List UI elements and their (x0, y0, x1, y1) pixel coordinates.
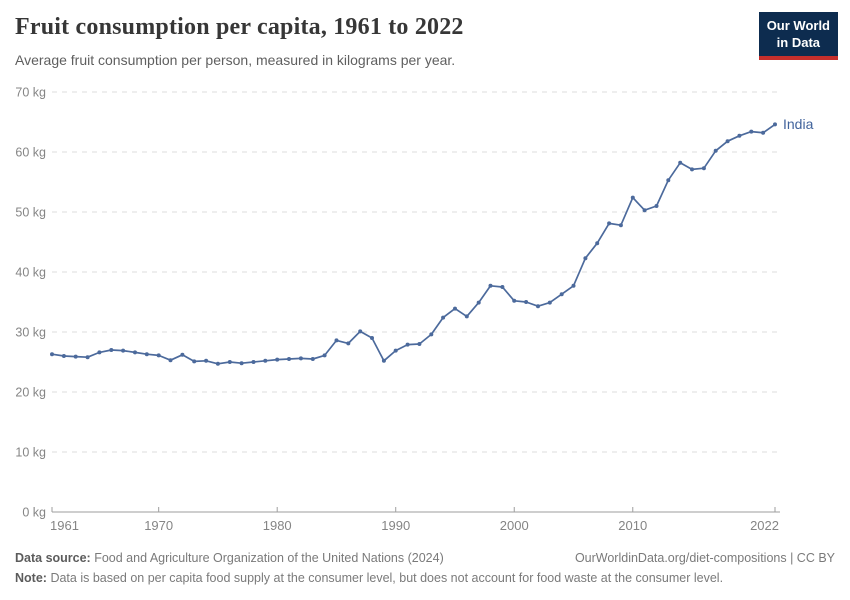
data-point[interactable] (85, 355, 90, 360)
logo-red-bar (758, 56, 838, 61)
data-point[interactable] (73, 354, 78, 359)
data-point[interactable] (310, 357, 315, 361)
data-point[interactable] (536, 304, 540, 309)
data-point[interactable] (547, 300, 552, 305)
x-axis-tick-label: 2022 (750, 518, 779, 533)
data-point[interactable] (239, 361, 244, 366)
data-point[interactable] (512, 298, 517, 303)
logo-text-line2: in Data (776, 34, 821, 50)
data-point[interactable] (654, 204, 659, 208)
logo-text-line1: Our World (766, 18, 830, 33)
data-point[interactable] (275, 357, 280, 362)
data-point[interactable] (642, 208, 647, 213)
data-point[interactable] (168, 358, 173, 363)
owid-url-link[interactable]: OurWorldinData.org/diet-compositions | C… (574, 551, 835, 566)
data-point[interactable] (690, 167, 694, 172)
note-text: Data is based on per capita food supply … (50, 570, 724, 585)
data-line (51, 123, 776, 365)
data-point[interactable] (381, 358, 386, 363)
source-text: Food and Agriculture Organization of the… (94, 551, 444, 566)
data-point[interactable] (263, 358, 268, 363)
data-point[interactable] (109, 348, 114, 352)
data-point[interactable] (500, 285, 505, 289)
data-point[interactable] (773, 122, 777, 127)
data-point[interactable] (251, 360, 256, 364)
footer-source-row: Data source: Food and Agriculture Organi… (15, 549, 835, 568)
page-title: Fruit consumption per capita, 1961 to 20… (15, 14, 464, 40)
data-point[interactable] (204, 358, 209, 363)
data-point[interactable] (678, 160, 683, 165)
note-label: Note: (15, 570, 47, 585)
data-point[interactable] (370, 336, 374, 340)
owid-logo[interactable]: Our World in Data (758, 12, 838, 61)
data-point[interactable] (701, 166, 706, 171)
data-point[interactable] (133, 350, 137, 355)
data-point[interactable] (417, 342, 422, 346)
y-axis-tick-label: 70 kg (15, 86, 46, 100)
data-point[interactable] (322, 353, 327, 358)
y-axis-tick-label: 0 kg (22, 506, 46, 520)
data-point[interactable] (749, 129, 754, 134)
data-point[interactable] (559, 292, 564, 297)
data-point[interactable] (737, 133, 742, 138)
y-axis-tick-label: 30 kg (15, 326, 46, 340)
footer-source: Data source: Food and Agriculture Organi… (15, 549, 444, 568)
x-axis-tick-label: 2010 (618, 518, 647, 533)
data-point[interactable] (346, 341, 351, 346)
data-point[interactable] (97, 350, 102, 355)
y-axis-tick-label: 40 kg (15, 266, 46, 280)
x-axis-tick-label: 1980 (263, 518, 292, 533)
x-axis-tick-label: 1961 (50, 518, 79, 533)
y-axis-tick-label: 10 kg (15, 446, 46, 460)
x-axis-tick-label: 2000 (500, 518, 529, 533)
data-point[interactable] (725, 139, 730, 144)
x-axis-tick-label: 1970 (144, 518, 173, 533)
data-point[interactable] (358, 329, 363, 334)
data-point[interactable] (453, 306, 457, 311)
data-point[interactable] (595, 241, 600, 246)
data-point[interactable] (227, 360, 232, 364)
y-axis-tick-label: 20 kg (15, 386, 46, 400)
data-point[interactable] (476, 300, 481, 305)
data-point[interactable] (583, 256, 588, 261)
x-axis-tick-label: 1990 (381, 518, 410, 533)
data-point[interactable] (156, 353, 161, 358)
line-chart: 0 kg 10 kg 20 kg 30 kg 40 kg 50 kg 60 kg 70 kg 1… (15, 86, 814, 534)
data-point[interactable] (121, 348, 126, 353)
data-point[interactable] (192, 359, 197, 364)
data-point[interactable] (761, 130, 766, 135)
data-point[interactable] (666, 178, 671, 183)
data-point[interactable] (630, 195, 635, 200)
data-point[interactable] (429, 332, 434, 337)
data-point[interactable] (464, 314, 469, 319)
footer-note-row: Note: Data is based on per capita food s… (15, 569, 835, 588)
series-end-label[interactable]: India (783, 116, 814, 132)
source-label: Data source: (15, 551, 91, 566)
data-point[interactable] (618, 223, 623, 228)
data-point[interactable] (215, 361, 220, 366)
data-point[interactable] (405, 342, 410, 347)
data-point[interactable] (298, 356, 303, 361)
data-point[interactable] (607, 221, 612, 226)
data-point[interactable] (713, 148, 718, 153)
chart-footer: Data source: Food and Agriculture Organi… (15, 549, 835, 588)
data-point[interactable] (180, 352, 185, 357)
y-axis-tick-label: 60 kg (15, 146, 46, 160)
y-axis-tick-label: 50 kg (15, 206, 46, 220)
data-point[interactable] (50, 352, 54, 357)
data-point[interactable] (441, 315, 446, 320)
data-point[interactable] (524, 300, 529, 304)
data-point[interactable] (571, 283, 576, 288)
data-point[interactable] (61, 354, 66, 358)
data-point[interactable] (334, 338, 339, 343)
chart-subtitle: Average fruit consumption per person, me… (15, 52, 456, 68)
data-point[interactable] (488, 283, 493, 288)
data-point[interactable] (144, 352, 149, 357)
data-point[interactable] (287, 357, 291, 361)
data-point[interactable] (393, 348, 398, 353)
